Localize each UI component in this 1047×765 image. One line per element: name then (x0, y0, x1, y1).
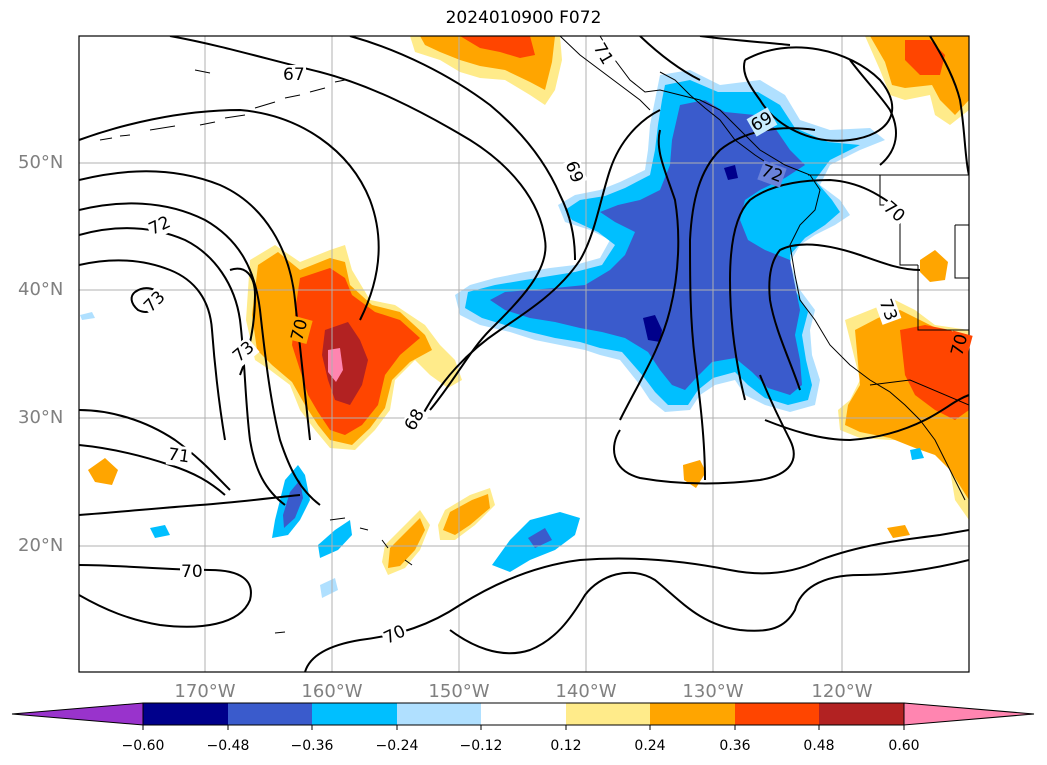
colorbar-tick-label: 0.60 (888, 738, 920, 754)
lon-label-140w: 140°W (555, 681, 617, 702)
colorbar-tick-label: −0.48 (206, 738, 250, 754)
shaded-field-positive (88, 36, 969, 575)
lon-label-130w: 130°W (682, 681, 744, 702)
colorbar-tick-label: −0.24 (375, 738, 419, 754)
colorbar-tick-label: 0.48 (803, 738, 835, 754)
colorbar-tick-label: −0.60 (121, 738, 165, 754)
map-title: 2024010900 F072 (445, 8, 602, 28)
lat-label-50n: 50°N (18, 152, 64, 173)
colorbar-tick-label: 0.12 (550, 738, 582, 754)
shaded-field-negative (80, 70, 924, 598)
lon-label-170w: 170°W (174, 681, 236, 702)
lat-label-40n: 40°N (18, 279, 64, 300)
lon-label-150w: 150°W (428, 681, 490, 702)
contour-label: 67 (282, 65, 306, 85)
colorbar-tick-label: −0.12 (459, 738, 503, 754)
coastlines (99, 36, 969, 634)
lat-label-30n: 30°N (18, 407, 64, 428)
lon-label-120w: 120°W (811, 681, 873, 702)
colorbar-tick-label: −0.36 (290, 738, 334, 754)
colorbar-tick-label: 0.24 (634, 738, 666, 754)
colorbar-tick-label: 0.36 (719, 738, 751, 754)
lon-label-160w: 160°W (301, 681, 363, 702)
contour-label: 71 (165, 444, 192, 468)
contour-label: 70 (180, 562, 204, 582)
lat-label-20n: 20°N (18, 535, 64, 556)
colorbar (11, 702, 1035, 730)
